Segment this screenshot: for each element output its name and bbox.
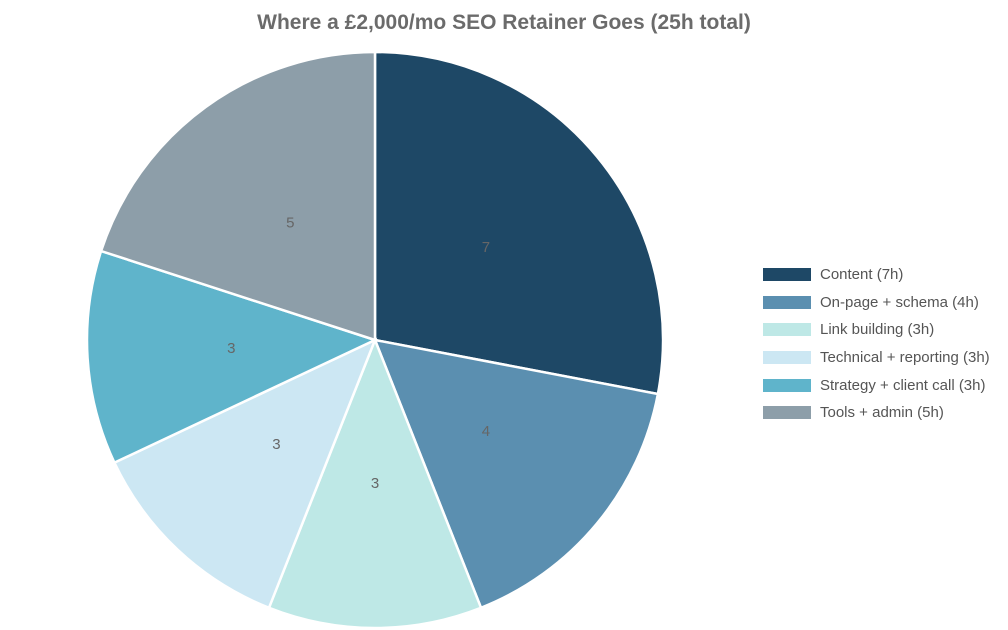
legend-label: On-page + schema (4h)	[820, 293, 979, 311]
legend-item: On-page + schema (4h)	[763, 289, 990, 317]
legend-swatch	[763, 323, 811, 337]
pie-slice-6	[99, 50, 377, 342]
legend: Content (7h) On-page + schema (4h) Link bu…	[763, 261, 990, 427]
legend-swatch	[763, 295, 811, 309]
legend-item: Technical + reporting (3h)	[763, 344, 990, 372]
pie-slice-5	[85, 249, 379, 465]
slice-value-label: 3	[227, 340, 235, 357]
legend-swatch	[763, 406, 811, 420]
pie-slice-4	[112, 337, 378, 610]
slice-value-label: 3	[272, 436, 280, 453]
slice-value-label: 7	[482, 239, 490, 256]
pie-slice-2	[373, 338, 660, 610]
legend-label: Tools + admin (5h)	[820, 404, 944, 422]
legend-item: Content (7h)	[763, 261, 990, 289]
legend-swatch	[763, 268, 811, 282]
legend-item: Link building (3h)	[763, 316, 990, 344]
legend-swatch	[763, 378, 811, 392]
legend-swatch	[763, 351, 811, 365]
pie-slice-1	[373, 50, 665, 396]
legend-item: Tools + admin (5h)	[763, 399, 990, 427]
legend-label: Technical + reporting (3h)	[820, 349, 990, 367]
chart-title: Where a £2,000/mo SEO Retainer Goes (25h…	[257, 11, 751, 34]
legend-item: Strategy + client call (3h)	[763, 371, 990, 399]
pie-slice-3	[267, 336, 483, 630]
slice-value-label: 3	[371, 475, 379, 492]
legend-label: Content (7h)	[820, 266, 904, 284]
legend-label: Link building (3h)	[820, 321, 935, 339]
slice-value-label: 5	[286, 214, 294, 231]
legend-label: Strategy + client call (3h)	[820, 376, 986, 394]
slice-value-label: 4	[482, 423, 490, 440]
